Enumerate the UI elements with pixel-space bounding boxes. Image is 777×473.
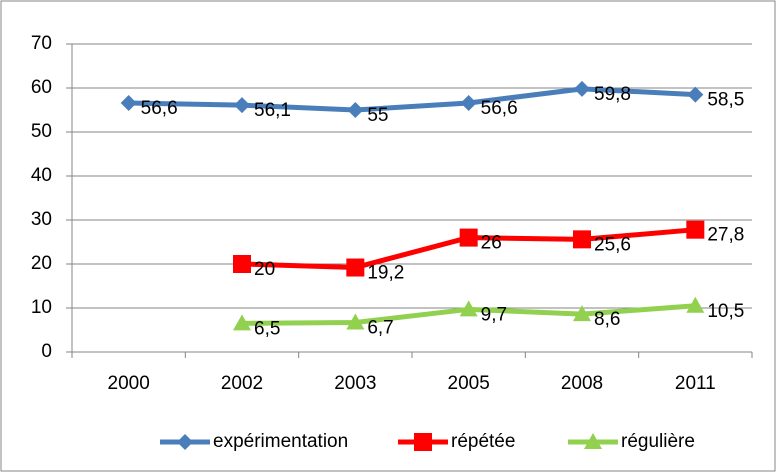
data-point bbox=[459, 300, 478, 317]
data-label: 20 bbox=[254, 259, 275, 280]
legend-marker bbox=[584, 433, 602, 449]
data-label: 59,8 bbox=[594, 84, 631, 105]
data-label: 10,5 bbox=[707, 301, 744, 322]
y-tick-label: 60 bbox=[31, 77, 52, 98]
data-point bbox=[459, 228, 478, 247]
y-tick-label: 20 bbox=[31, 253, 52, 274]
data-label: 9,7 bbox=[481, 304, 507, 325]
data-label: 19,2 bbox=[367, 263, 404, 284]
data-point bbox=[687, 86, 704, 103]
y-tick-label: 10 bbox=[31, 297, 52, 318]
data-point bbox=[346, 258, 365, 277]
data-label: 8,6 bbox=[594, 309, 620, 330]
data-label: 25,6 bbox=[594, 234, 631, 255]
x-tick-label: 2011 bbox=[675, 373, 716, 394]
data-label: 6,5 bbox=[254, 318, 280, 339]
data-point bbox=[234, 97, 250, 114]
legend-marker bbox=[414, 433, 432, 451]
data-label: 6,7 bbox=[367, 318, 393, 339]
x-tick-label: 2003 bbox=[334, 373, 376, 394]
y-tick-label: 30 bbox=[31, 209, 52, 230]
series-line bbox=[128, 86, 696, 113]
data-label: 26 bbox=[481, 233, 502, 254]
data-label: 27,8 bbox=[707, 225, 744, 246]
data-point bbox=[574, 80, 590, 97]
data-label: 56,6 bbox=[481, 98, 518, 119]
y-tick-label: 50 bbox=[31, 121, 52, 142]
data-label: 56,1 bbox=[254, 100, 291, 121]
data-point bbox=[233, 314, 251, 331]
y-tick-label: 0 bbox=[41, 341, 52, 362]
legend-label: régulière bbox=[621, 431, 695, 452]
data-point bbox=[233, 255, 251, 273]
data-point bbox=[120, 94, 137, 111]
y-tick-label: 70 bbox=[31, 33, 52, 54]
data-label: 58,5 bbox=[707, 90, 744, 111]
data-point bbox=[686, 296, 705, 313]
x-tick-label: 2005 bbox=[448, 373, 490, 394]
x-tick-label: 2002 bbox=[221, 373, 263, 394]
data-point bbox=[573, 230, 591, 249]
data-point bbox=[460, 94, 477, 111]
data-point bbox=[686, 220, 705, 239]
y-tick-label: 40 bbox=[31, 165, 52, 186]
data-point bbox=[573, 305, 591, 322]
legend-label: répétée bbox=[451, 431, 515, 452]
legend-label: expérimentation bbox=[213, 431, 348, 452]
data-point bbox=[347, 102, 364, 118]
data-label: 55 bbox=[367, 105, 388, 126]
x-tick-label: 2000 bbox=[108, 373, 150, 394]
legend-marker bbox=[177, 434, 193, 450]
x-tick-label: 2008 bbox=[561, 373, 603, 394]
data-point bbox=[346, 313, 365, 330]
data-label: 56,6 bbox=[141, 98, 178, 119]
